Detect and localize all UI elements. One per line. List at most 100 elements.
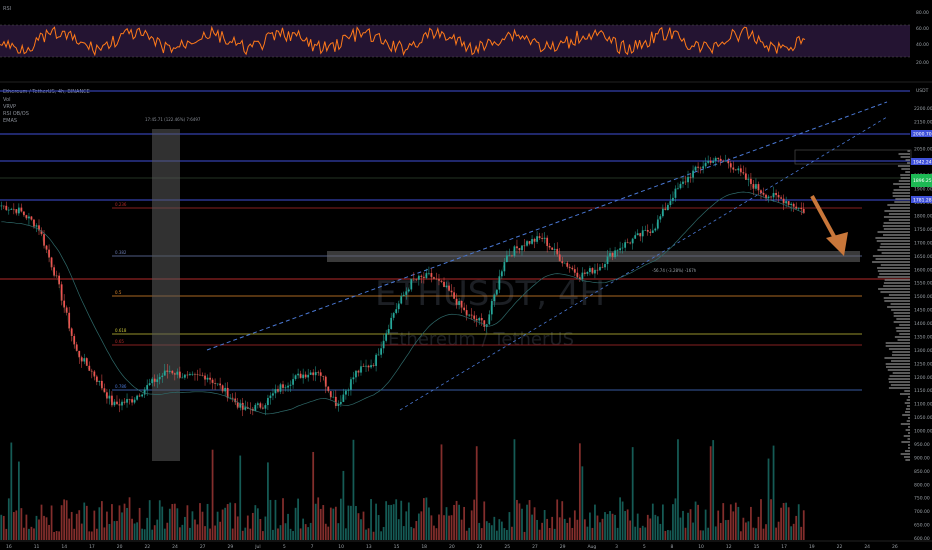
- profile-bar: [900, 423, 910, 425]
- profile-bar: [899, 393, 910, 395]
- candle: [118, 404, 121, 406]
- profile-bar: [893, 321, 910, 323]
- volume-bar: [78, 510, 81, 540]
- volume-bar: [682, 510, 684, 540]
- volume-bar: [745, 522, 747, 540]
- volume-bar: [128, 497, 131, 540]
- candle: [634, 235, 637, 239]
- candle: [578, 277, 581, 280]
- volume-bar: [400, 500, 403, 540]
- candle: [395, 309, 398, 314]
- volume-bar: [121, 512, 123, 540]
- volume-bar: [757, 516, 760, 540]
- candle: [402, 294, 405, 297]
- ema-line: [1, 191, 804, 415]
- candle: [10, 208, 13, 210]
- candle: [775, 192, 777, 196]
- volume-bar: [231, 528, 234, 540]
- price-axis[interactable]: 2200.002150.002100.002050.002000.001950.…: [914, 106, 932, 542]
- volume-bar: [367, 528, 370, 540]
- volume-bar: [802, 510, 805, 540]
- candle: [450, 290, 453, 293]
- candle: [473, 315, 476, 319]
- indicator-vol: Vol: [3, 97, 10, 103]
- candle: [178, 371, 181, 378]
- profile-bar: [905, 408, 910, 410]
- candle: [148, 383, 151, 386]
- volume-bar: [634, 526, 637, 540]
- channel-lower[interactable]: [399, 116, 888, 411]
- date-range-box[interactable]: [152, 129, 180, 461]
- candle: [629, 242, 632, 244]
- time-tick: 17: [89, 544, 95, 550]
- volume-bar: [113, 521, 116, 540]
- candle: [133, 399, 136, 403]
- volume-bar: [458, 504, 460, 540]
- profile-bar: [888, 348, 910, 350]
- volume-bar: [762, 528, 765, 540]
- volume-bar: [596, 515, 599, 540]
- volume-bar: [702, 530, 704, 540]
- candle: [355, 370, 357, 378]
- candle: [503, 261, 506, 272]
- volume-bar: [704, 509, 707, 540]
- volume-bar: [470, 510, 473, 540]
- candle: [777, 195, 780, 198]
- candle: [106, 392, 108, 399]
- profile-bar: [906, 399, 910, 401]
- candle: [646, 230, 649, 232]
- channel-upper[interactable]: [206, 101, 888, 351]
- profile-bar: [900, 156, 910, 158]
- candle: [800, 207, 803, 209]
- volume-bar: [516, 499, 518, 540]
- profile-bar: [872, 261, 910, 263]
- profile-bar: [877, 231, 910, 233]
- profile-bar: [883, 216, 910, 218]
- profile-bar: [908, 396, 910, 398]
- profile-bar: [876, 240, 910, 242]
- candle: [20, 207, 23, 212]
- volume-bar: [201, 511, 204, 540]
- volume-bar: [204, 526, 206, 540]
- profile-bar: [877, 249, 910, 251]
- volume-bar: [425, 497, 428, 540]
- profile-bar: [877, 276, 910, 278]
- indicator-vrvp: VRVP: [3, 104, 16, 110]
- candle: [25, 215, 28, 219]
- candle: [108, 395, 111, 399]
- volume-bar: [181, 524, 184, 540]
- profile-bar: [905, 411, 910, 413]
- candle: [299, 373, 302, 379]
- candle: [7, 209, 10, 211]
- candle: [516, 246, 518, 249]
- volume-bar: [689, 509, 692, 540]
- candle: [337, 403, 340, 406]
- support-zone[interactable]: [327, 251, 860, 262]
- time-axis[interactable]: 16 11 14 17 20 22 24 27 29 Jul 5 7 10 13 15 18 20 22 25 27 2…: [6, 544, 898, 550]
- candle: [23, 211, 25, 216]
- measure-box[interactable]: [794, 149, 912, 165]
- profile-bar: [897, 339, 910, 341]
- candle: [400, 296, 403, 304]
- volume-bar: [526, 504, 528, 540]
- candle: [387, 328, 390, 334]
- profile-bar: [884, 357, 910, 359]
- candle: [365, 365, 367, 367]
- volume-bar: [589, 512, 591, 540]
- time-tick: 27: [200, 544, 206, 550]
- volume-bar: [256, 508, 259, 540]
- volume-bar: [448, 515, 450, 540]
- volume-bar: [254, 505, 257, 540]
- volume-bar: [410, 526, 413, 540]
- candle: [339, 401, 342, 404]
- candle: [38, 225, 40, 231]
- time-tick: 22: [144, 544, 150, 550]
- volume-bar: [667, 529, 669, 540]
- candle: [95, 376, 98, 382]
- profile-bar: [889, 375, 910, 377]
- candle: [606, 256, 609, 264]
- candle: [500, 271, 503, 277]
- volume-bar: [641, 525, 644, 540]
- time-tick: 16: [6, 544, 12, 550]
